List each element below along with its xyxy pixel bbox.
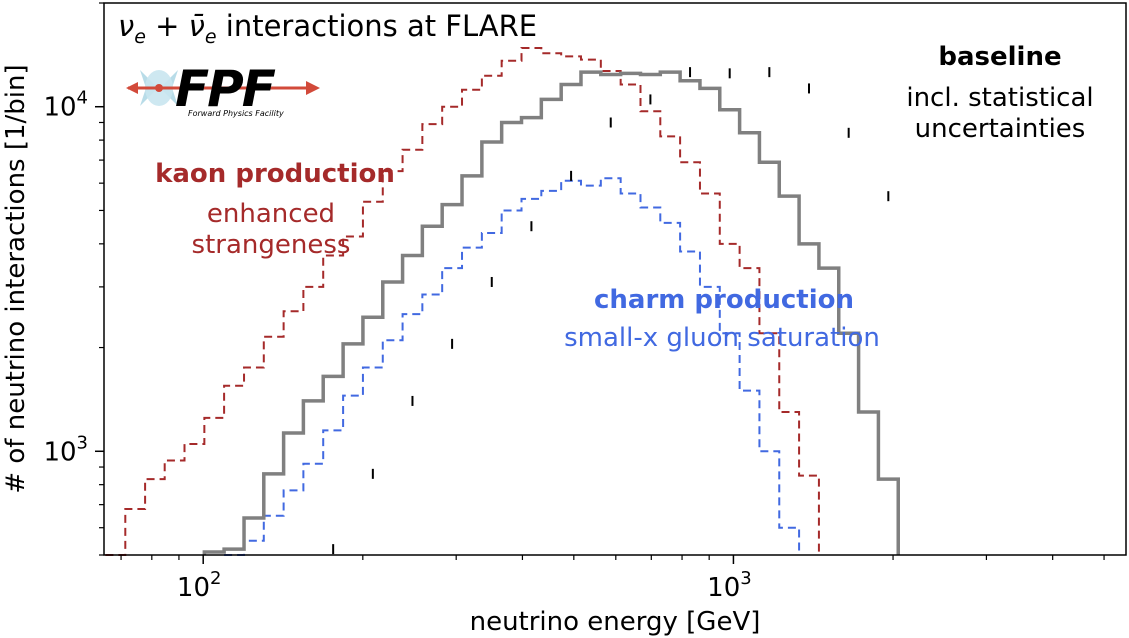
kaon-subtitle-line2: strangeness bbox=[192, 230, 351, 260]
plot-frame bbox=[103, 2, 1127, 556]
logo-dot bbox=[155, 84, 163, 92]
series-baseline bbox=[202, 70, 900, 555]
series-charm-production bbox=[224, 177, 801, 556]
title-nubar-e: ν̄ bbox=[189, 9, 205, 43]
fpf-logo: FPF Forward Physics Facility bbox=[126, 60, 320, 118]
baseline-subtitle-line2: uncertainties bbox=[915, 114, 1086, 144]
y-tick-label: 103 bbox=[43, 432, 88, 467]
kaon-subtitle-line1: enhanced bbox=[207, 199, 335, 229]
logo-arrow-head-left bbox=[126, 82, 138, 94]
axis-layer: 102 103 103 104 bbox=[43, 2, 1105, 603]
title-nu-e: ν bbox=[118, 9, 134, 43]
charm-title: charm production bbox=[594, 285, 854, 315]
charm-subtitle: small-x gluon saturation bbox=[564, 323, 880, 353]
baseline-title: baseline bbox=[938, 42, 1061, 72]
x-tick-label: 103 bbox=[707, 568, 752, 603]
series-kaon-production bbox=[105, 47, 820, 556]
kaon-title: kaon production bbox=[155, 159, 395, 189]
chart-title: νe + ν̄e interactions at FLARE bbox=[118, 9, 537, 48]
title-sub-e: e bbox=[134, 26, 146, 48]
y-axis-label: # of neutrino interactions [1/bin] bbox=[1, 64, 31, 493]
logo-subtitle: Forward Physics Facility bbox=[188, 109, 284, 118]
logo-text: FPF bbox=[175, 60, 276, 118]
title-rest: interactions at FLARE bbox=[217, 9, 538, 43]
title-sub-e-bar: e bbox=[205, 26, 217, 48]
x-axis-label: neutrino energy [GeV] bbox=[470, 607, 761, 637]
logo-arrow-head-right bbox=[306, 81, 320, 95]
y-tick-label: 104 bbox=[43, 88, 88, 123]
x-tick-label: 102 bbox=[177, 568, 222, 603]
series-layer bbox=[105, 47, 900, 556]
baseline-subtitle-line1: incl. statistical bbox=[906, 83, 1093, 113]
title-plus: + bbox=[146, 9, 189, 43]
